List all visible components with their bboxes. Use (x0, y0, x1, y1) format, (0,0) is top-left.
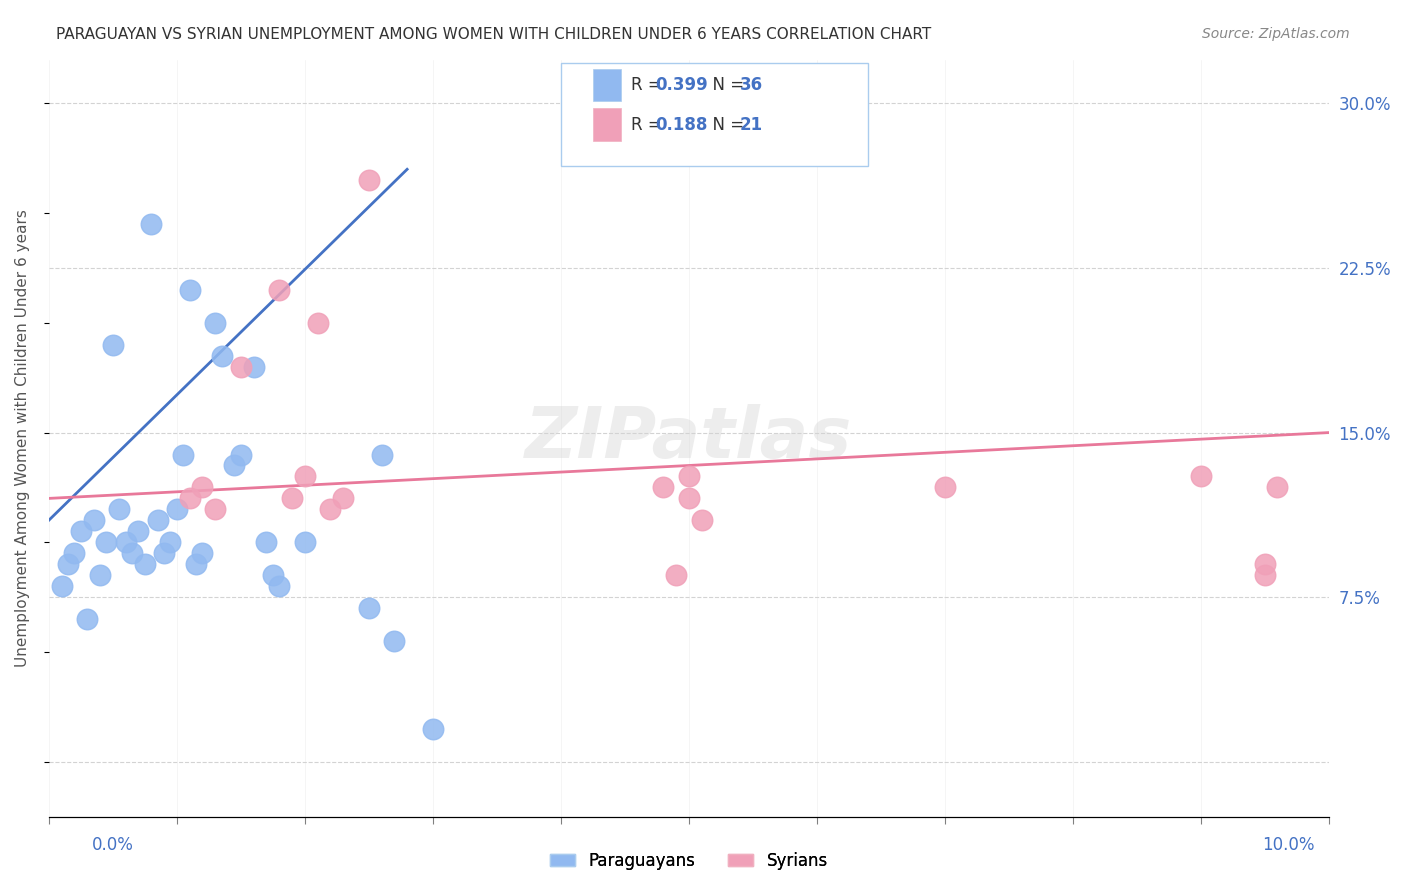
Text: R =: R = (631, 116, 666, 134)
Point (229, 448, 252, 462)
Point (121, 546, 143, 560)
Point (191, 546, 214, 560)
Point (1267, 480, 1289, 494)
Point (224, 458, 246, 473)
Point (229, 359, 252, 374)
Text: ZIPatlas: ZIPatlas (524, 403, 852, 473)
Text: R =: R = (631, 77, 666, 95)
Point (56, 558, 79, 572)
Point (294, 469, 316, 483)
Point (76, 612, 98, 626)
Point (153, 546, 176, 560)
Point (934, 480, 956, 494)
Point (1189, 469, 1212, 483)
Text: 36: 36 (740, 77, 763, 95)
Legend: Paraguayans, Syrians: Paraguayans, Syrians (543, 845, 834, 876)
Point (422, 722, 444, 736)
FancyBboxPatch shape (593, 69, 621, 101)
Point (179, 491, 201, 506)
Point (382, 634, 405, 648)
Point (127, 524, 149, 539)
Point (262, 568, 284, 582)
Point (269, 579, 291, 593)
Point (269, 283, 291, 297)
Point (357, 173, 380, 187)
Text: 10.0%: 10.0% (1263, 836, 1315, 854)
Text: 0.399: 0.399 (655, 77, 709, 95)
Text: PARAGUAYAN VS SYRIAN UNEMPLOYMENT AMONG WOMEN WITH CHILDREN UNDER 6 YEARS CORREL: PARAGUAYAN VS SYRIAN UNEMPLOYMENT AMONG … (56, 27, 932, 42)
Point (114, 535, 136, 549)
Point (1253, 568, 1275, 582)
Point (294, 535, 316, 549)
Point (139, 217, 162, 231)
Point (1253, 558, 1275, 572)
Point (108, 502, 131, 516)
Point (690, 513, 713, 527)
Point (332, 491, 354, 506)
Text: N =: N = (702, 77, 749, 95)
Point (159, 535, 181, 549)
Point (307, 316, 329, 330)
Point (96, 535, 118, 549)
Point (63, 546, 86, 560)
Point (69, 524, 91, 539)
Text: Source: ZipAtlas.com: Source: ZipAtlas.com (1202, 27, 1350, 41)
Point (146, 513, 169, 527)
Point (357, 601, 380, 615)
Point (184, 558, 207, 572)
Point (281, 491, 304, 506)
Text: N =: N = (702, 116, 749, 134)
Text: 21: 21 (740, 116, 763, 134)
Point (678, 469, 700, 483)
Point (166, 502, 188, 516)
Text: 0.188: 0.188 (655, 116, 707, 134)
Point (204, 316, 226, 330)
Point (191, 480, 214, 494)
Point (89, 568, 111, 582)
Y-axis label: Unemployment Among Women with Children Under 6 years: Unemployment Among Women with Children U… (15, 209, 30, 667)
Point (51, 579, 73, 593)
Point (678, 491, 700, 506)
Point (83, 513, 105, 527)
Point (652, 480, 675, 494)
Point (179, 283, 201, 297)
Point (172, 448, 194, 462)
Text: 0.0%: 0.0% (91, 836, 134, 854)
Point (254, 535, 277, 549)
Point (204, 502, 226, 516)
Point (211, 349, 233, 363)
Point (101, 338, 124, 352)
FancyBboxPatch shape (593, 108, 621, 141)
Point (319, 502, 342, 516)
FancyBboxPatch shape (561, 63, 868, 166)
Point (242, 359, 264, 374)
Point (370, 448, 392, 462)
Point (665, 568, 688, 582)
Point (134, 558, 156, 572)
